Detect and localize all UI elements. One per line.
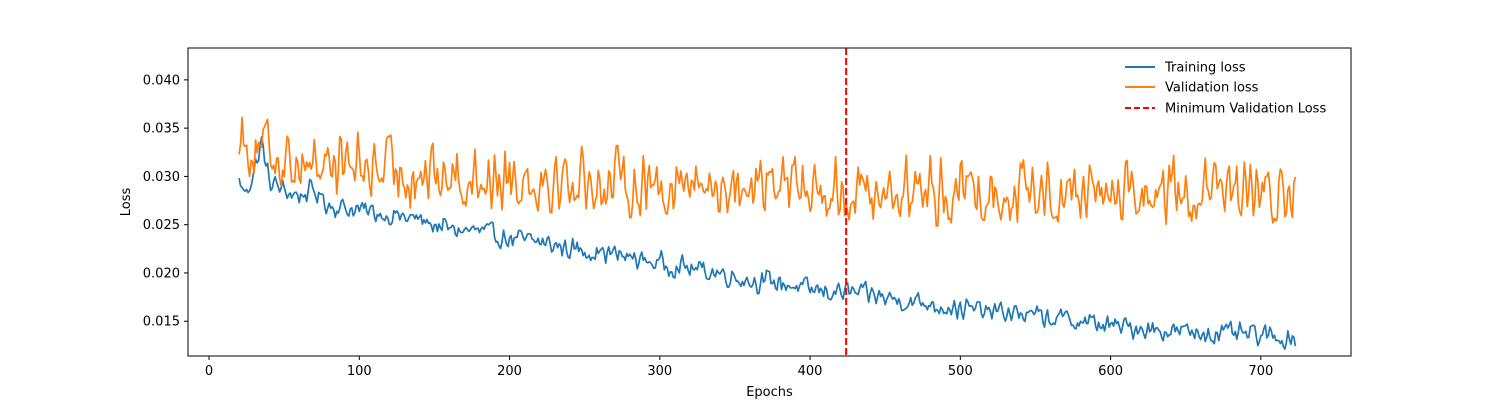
x-tick-label: 400 bbox=[798, 364, 823, 379]
y-tick-label: 0.020 bbox=[143, 266, 180, 281]
series-layer bbox=[238, 116, 1297, 350]
legend-label-min-val-loss: Minimum Validation Loss bbox=[1165, 102, 1326, 117]
legend: Training loss Validation loss Minimum Va… bbox=[1125, 61, 1326, 117]
x-tick-label: 100 bbox=[347, 364, 372, 379]
x-tick-label: 600 bbox=[1098, 364, 1123, 379]
x-tick-label: 500 bbox=[948, 364, 973, 379]
x-tick-label: 300 bbox=[647, 364, 672, 379]
y-tick-label: 0.035 bbox=[143, 122, 180, 137]
y-tick-label: 0.015 bbox=[143, 315, 180, 330]
y-axis-ticks: 0.015 0.020 0.025 0.030 0.035 0.040 bbox=[143, 73, 188, 330]
series-line-training bbox=[238, 136, 1297, 350]
y-tick-label: 0.030 bbox=[143, 170, 180, 185]
x-axis-ticks: 0 100 200 300 400 500 600 700 bbox=[205, 356, 1273, 379]
series-line-validation bbox=[238, 116, 1297, 227]
legend-label-training: Training loss bbox=[1164, 61, 1246, 76]
x-tick-label: 0 bbox=[205, 364, 213, 379]
legend-label-validation: Validation loss bbox=[1165, 81, 1259, 96]
plot-frame bbox=[187, 47, 1352, 357]
x-tick-label: 700 bbox=[1248, 364, 1273, 379]
y-tick-label: 0.040 bbox=[143, 73, 180, 88]
y-axis-title: Loss bbox=[119, 188, 134, 217]
x-tick-label: 200 bbox=[497, 364, 522, 379]
x-axis-title: Epochs bbox=[746, 385, 793, 400]
y-tick-label: 0.025 bbox=[143, 218, 180, 233]
